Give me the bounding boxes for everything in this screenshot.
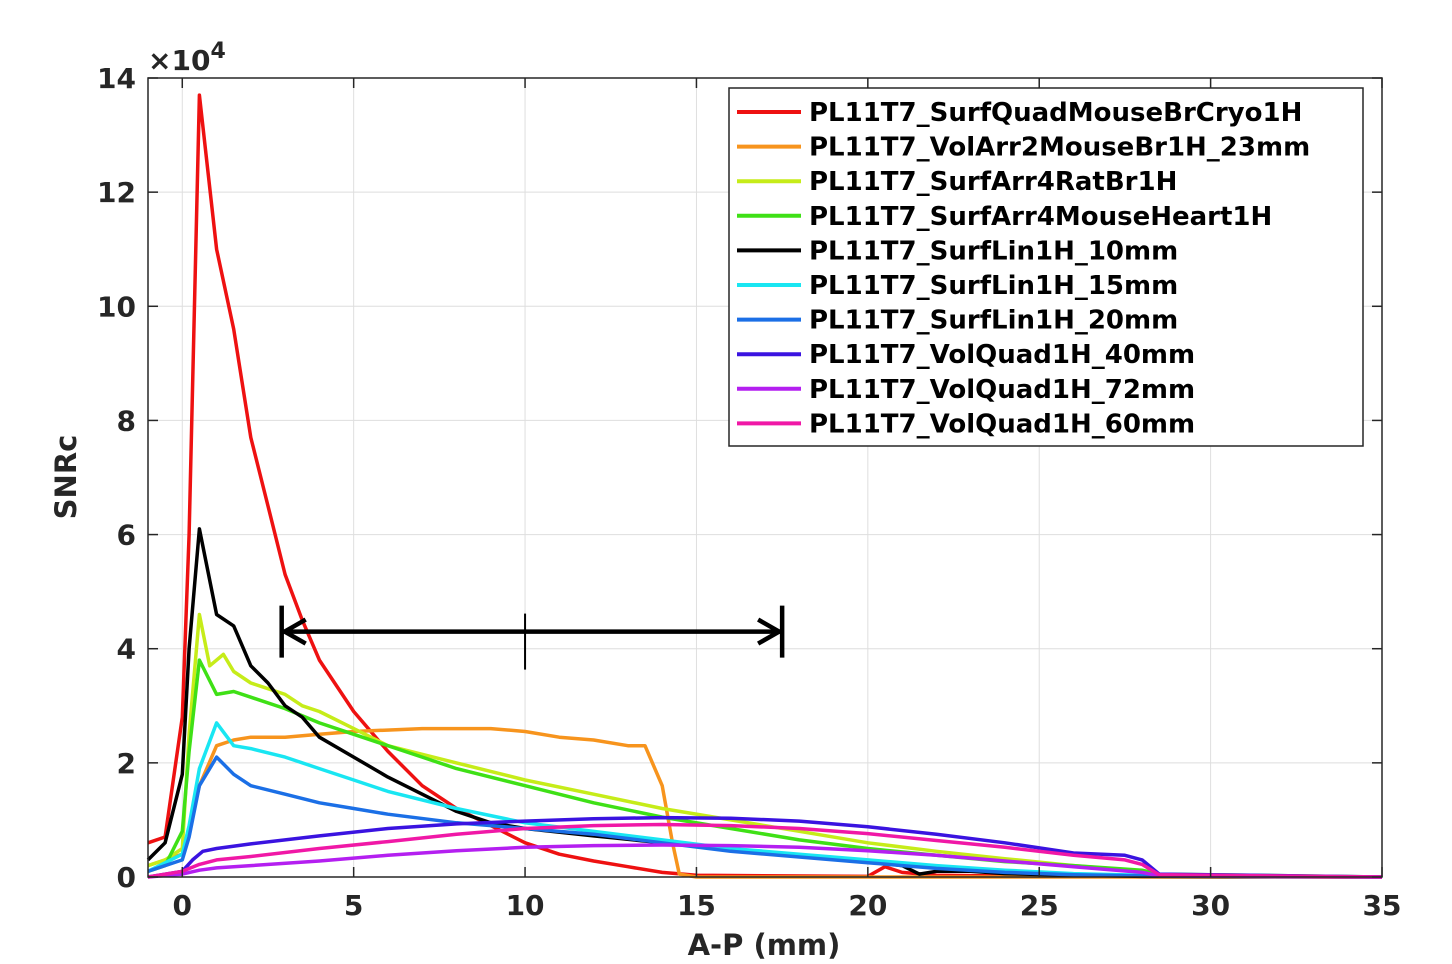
axis-ticks (148, 77, 1383, 878)
legend-label: PL11T7_SurfArr4RatBr1H (809, 167, 1177, 197)
x-tick-label: 30 (1191, 889, 1230, 922)
x-tick-label: 5 (344, 889, 363, 922)
series-line-3 (147, 612, 1383, 879)
y-tick-label: 6 (117, 519, 136, 552)
series-line-8 (147, 815, 1383, 879)
x-tick-label: 15 (677, 889, 716, 922)
annotation-left-arrowhead (280, 617, 307, 646)
legend-label: PL11T7_VolArr2MouseBr1H_23mm (809, 133, 1310, 163)
x-tick-label: 20 (848, 889, 887, 922)
legend: PL11T7_SurfQuadMouseBrCryo1H PL11T7_VolAr… (728, 87, 1364, 447)
legend-label: PL11T7_SurfLin1H_15mm (809, 271, 1178, 301)
series-line-6 (147, 721, 1383, 879)
x-tick-label: 0 (173, 889, 192, 922)
x-tick-label: 35 (1363, 889, 1402, 922)
series-line-5 (146, 527, 1383, 879)
legend-label: PL11T7_VolQuad1H_72mm (809, 375, 1195, 405)
y-tick-label: 14 (97, 62, 136, 95)
series-line-9 (147, 843, 1383, 879)
y-axis-multiplier: ×104 (148, 39, 226, 77)
legend-label: PL11T7_VolQuad1H_40mm (809, 340, 1195, 370)
x-tick-label: 10 (506, 889, 545, 922)
y-tick-label: 10 (97, 290, 136, 323)
series-line-1 (147, 93, 1383, 879)
y-tick-label: 0 (117, 861, 136, 894)
y-multiplier-base: ×10 (148, 44, 210, 77)
x-axis-label: A-P (mm) (688, 928, 841, 962)
y-tick-label: 8 (117, 404, 136, 437)
range-annotation (279, 605, 785, 670)
y-multiplier-exponent: 4 (210, 39, 225, 64)
series-line-10 (147, 822, 1383, 879)
plot-area-frame (147, 77, 1383, 878)
legend-label: PL11T7_SurfQuadMouseBrCryo1H (809, 98, 1302, 128)
series-line-2 (147, 726, 1382, 879)
legend-label: PL11T7_SurfArr4MouseHeart1H (809, 202, 1272, 232)
legend-box (728, 87, 1364, 447)
annotation-right-arrowhead (757, 617, 784, 646)
y-axis-label: SNRc (49, 435, 83, 520)
legend-label: PL11T7_SurfLin1H_20mm (809, 306, 1178, 336)
y-tick-label: 12 (97, 176, 136, 209)
x-tick-label: 25 (1020, 889, 1059, 922)
legend-label: PL11T7_SurfLin1H_10mm (809, 236, 1178, 266)
tick-labels: 0 5 10 15 20 25 30 35 0 2 4 6 8 10 12 14 (97, 62, 1401, 922)
y-tick-label: 2 (117, 747, 136, 780)
legend-label: PL11T7_VolQuad1H_60mm (809, 409, 1195, 439)
y-tick-label: 4 (117, 633, 136, 666)
series-lines (146, 93, 1383, 879)
